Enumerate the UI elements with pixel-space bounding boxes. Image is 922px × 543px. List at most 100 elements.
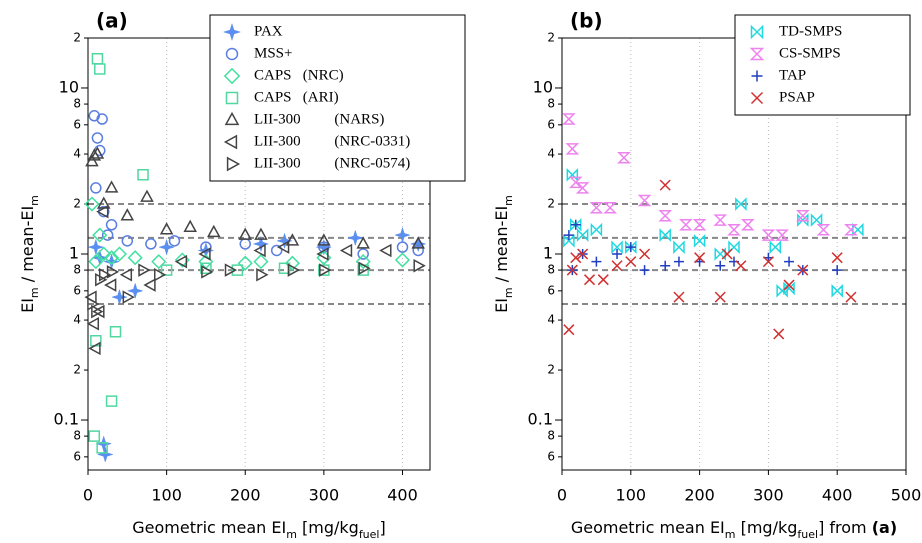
legend-label: CS-SMPS <box>779 45 841 61</box>
marker <box>673 240 685 254</box>
y-tick-label: 6 <box>547 117 555 131</box>
marker <box>575 182 590 194</box>
marker <box>121 235 134 247</box>
marker <box>96 246 112 262</box>
marker <box>740 219 755 231</box>
marker <box>151 254 167 270</box>
marker <box>639 265 650 276</box>
marker <box>201 265 214 279</box>
marker <box>143 278 156 292</box>
marker <box>346 229 364 247</box>
marker <box>98 267 112 282</box>
label-part: EI <box>492 298 511 313</box>
legend-label: LII-300 (NRC-0574) <box>254 155 410 171</box>
marker <box>127 250 143 266</box>
marker <box>270 244 283 257</box>
marker <box>411 236 425 249</box>
marker <box>159 222 174 235</box>
marker <box>570 252 582 264</box>
y-tick-label: 6 <box>547 449 555 463</box>
marker <box>137 169 149 181</box>
marker <box>810 213 823 227</box>
marker <box>256 267 269 282</box>
label-part: m <box>502 195 515 206</box>
marker <box>91 132 104 144</box>
x-tick-label: 200 <box>230 486 261 505</box>
marker <box>693 234 706 248</box>
marker <box>673 256 684 267</box>
marker <box>590 222 603 237</box>
x-tick-label: 300 <box>309 486 340 505</box>
legend-label: TD-SMPS <box>779 23 842 39</box>
legend-frame <box>734 14 911 116</box>
marker <box>597 274 609 286</box>
marker <box>694 252 706 264</box>
marker <box>570 217 582 232</box>
y-tick-label: 4 <box>73 313 81 327</box>
y-tick-label: 0.1 <box>528 410 553 429</box>
marker <box>119 267 133 282</box>
label-part: m <box>28 287 41 298</box>
marker <box>287 263 300 277</box>
y-tick-label: 8 <box>73 429 81 443</box>
y-tick-label: 2 <box>73 197 81 211</box>
marker <box>104 250 120 266</box>
marker <box>769 240 782 254</box>
y-tick-label: 8 <box>547 97 555 111</box>
marker <box>96 204 109 219</box>
label-part: EI <box>18 298 37 313</box>
marker <box>154 267 167 282</box>
y-axis-label: EIm / mean-EIm <box>18 195 41 313</box>
marker <box>563 230 574 241</box>
marker <box>563 324 575 336</box>
marker <box>773 328 785 340</box>
marker <box>658 209 673 222</box>
label-part: fuel <box>797 528 818 541</box>
panel-label: (b) <box>570 9 603 33</box>
marker <box>611 260 623 272</box>
marker <box>252 235 270 253</box>
marker <box>94 63 106 75</box>
marker <box>109 326 122 338</box>
legend-label: LII-300 (NRC-0331) <box>254 133 410 149</box>
marker <box>237 255 253 271</box>
y-tick-label: 1 <box>69 244 79 263</box>
marker <box>735 197 747 211</box>
legend: TD-SMPS CS-SMPS TAP PSAP <box>734 14 911 116</box>
y-tick-label: 2 <box>73 363 81 377</box>
marker <box>783 279 795 291</box>
marker <box>679 219 693 231</box>
label-part: Geometric mean EI <box>571 518 725 537</box>
legend-label: MSS+ <box>254 45 292 61</box>
label-part: m <box>286 528 297 541</box>
marker <box>145 238 157 250</box>
marker <box>639 248 651 260</box>
marker <box>714 291 726 303</box>
marker <box>379 243 392 258</box>
label-part: ] <box>379 518 385 537</box>
marker <box>749 47 765 61</box>
marker <box>106 265 120 279</box>
marker <box>625 242 636 253</box>
marker <box>85 154 99 167</box>
marker <box>409 235 427 253</box>
legend-label: CAPS (ARI) <box>254 89 339 105</box>
y-axis-label: EIm / mean-EIm <box>492 195 515 313</box>
marker <box>238 227 253 240</box>
label-part: [mg/kg <box>736 518 798 537</box>
marker <box>276 232 293 250</box>
marker <box>565 143 580 155</box>
marker <box>90 335 102 347</box>
y-tick-label: 6 <box>73 117 81 131</box>
marker <box>727 223 741 236</box>
marker <box>160 264 173 276</box>
legend-label: CAPS (NRC) <box>254 67 344 83</box>
marker <box>223 134 238 150</box>
y-tick-label: 0.1 <box>54 410 79 429</box>
marker <box>96 442 108 454</box>
marker <box>617 151 631 164</box>
marker <box>104 180 119 193</box>
marker <box>95 435 113 453</box>
marker <box>207 224 221 238</box>
marker <box>832 265 843 276</box>
